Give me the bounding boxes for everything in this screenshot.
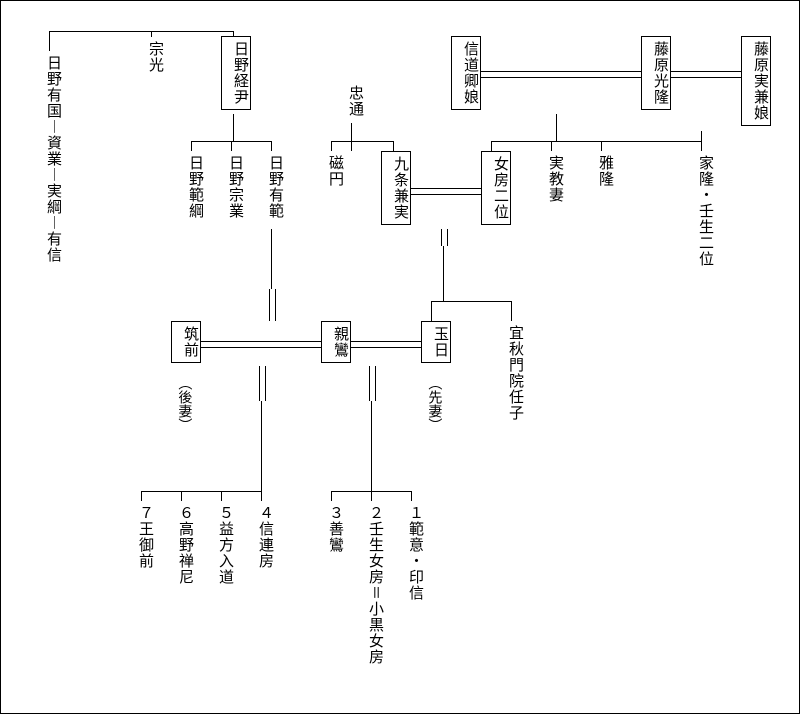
node-fujiwara_sanekane_daughter: 藤原実兼娘: [741, 36, 771, 126]
family-tree-canvas: 日野有国︱資業︱実綱︱有信宗光日野経尹信道卿娘藤原光隆藤原実兼娘忠通日野範綱日野…: [0, 0, 800, 714]
connector-line: [431, 301, 511, 302]
node-c5: ５益方入道: [211, 501, 235, 589]
connector-line: [331, 491, 332, 501]
connector-line: [491, 141, 701, 142]
connector-line: [261, 401, 262, 491]
node-hino_munenari: 日野宗業: [221, 151, 245, 223]
marriage-line: [475, 71, 641, 78]
connector-line: [141, 491, 261, 492]
node-munemitsu: 宗光: [141, 37, 165, 77]
connector-line: [221, 491, 222, 501]
connector-line: [511, 301, 512, 321]
node-fujiwara_mitsutaka: 藤原光隆: [641, 36, 671, 110]
connector-line: [556, 114, 557, 141]
node-kujo_kanezane: 九条兼実: [381, 151, 411, 225]
connector-line: [351, 141, 352, 151]
node-masataka: 雅隆: [591, 151, 615, 191]
annotation-sensai: （先妻）: [427, 376, 442, 432]
connector-line: [371, 401, 372, 491]
node-chikuzen: 筑前: [171, 321, 201, 363]
connector-line: [701, 131, 702, 151]
connector-line: [49, 31, 233, 32]
connector-line: [411, 491, 412, 501]
connector-line: [491, 141, 492, 151]
node-tadamichi: 忠通: [341, 81, 365, 121]
marriage-line: [369, 366, 376, 401]
node-hino_arikuni_chain: 日野有国︱資業︱実綱︱有信: [39, 51, 63, 267]
node-sanenori_wife: 実教妻: [541, 151, 565, 207]
node-c3: ３善鸞: [321, 501, 345, 557]
marriage-line: [405, 188, 481, 195]
node-nobumichi_daughter: 信道卿娘: [451, 36, 481, 110]
connector-line: [141, 491, 142, 501]
node-jien: 磁円: [321, 151, 345, 191]
marriage-line: [665, 71, 741, 78]
connector-line: [49, 31, 50, 51]
node-tamahi: 玉日: [421, 321, 451, 363]
node-hino_tsunesuke: 日野経尹: [221, 36, 251, 110]
node-c6: ６高野禅尼: [171, 501, 195, 589]
connector-line: [331, 141, 332, 151]
connector-line: [371, 491, 372, 501]
connector-line: [271, 141, 272, 151]
marriage-line: [259, 366, 266, 401]
connector-line: [601, 141, 602, 151]
connector-line: [231, 141, 232, 151]
node-hino_arinori: 日野有範: [261, 151, 285, 223]
connector-line: [551, 141, 552, 151]
marriage-line: [441, 229, 448, 246]
node-ietaka: 家隆・壬生二位: [691, 151, 715, 271]
marriage-line: [345, 341, 421, 348]
annotation-gosai: （後妻）: [177, 376, 192, 432]
node-c2: ２壬生女房＝小黒女房: [361, 501, 385, 669]
connector-line: [443, 246, 444, 301]
connector-line: [181, 491, 182, 501]
connector-line: [393, 141, 394, 151]
node-shinran: 親鸞: [321, 321, 351, 363]
connector-line: [331, 141, 393, 142]
node-gishumonin: 宜秋門院任子: [501, 321, 525, 425]
marriage-line: [195, 341, 321, 348]
node-c1: １範意・印信: [401, 501, 425, 605]
node-c7: ７王御前: [131, 501, 155, 573]
connector-line: [233, 114, 234, 141]
connector-line: [261, 491, 262, 501]
node-hino_noritsuna: 日野範綱: [181, 151, 205, 223]
node-c4: ４信連房: [251, 501, 275, 573]
connector-line: [271, 229, 272, 289]
marriage-line: [269, 289, 276, 321]
connector-line: [351, 123, 352, 141]
node-nyobo_nii: 女房二位: [481, 151, 511, 225]
connector-line: [431, 301, 432, 321]
connector-line: [191, 141, 192, 151]
